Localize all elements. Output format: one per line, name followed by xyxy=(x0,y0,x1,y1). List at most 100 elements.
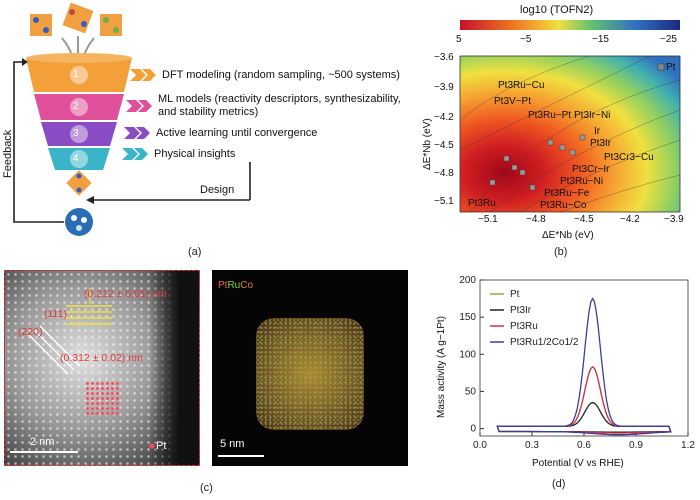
y-tick-label: 100 xyxy=(459,349,476,360)
point-label: Pt3Ir xyxy=(590,138,612,149)
point-label: Pt3Ru−Pt xyxy=(528,110,572,121)
series-line-2 xyxy=(496,366,672,434)
heatmap xyxy=(459,55,681,213)
legend-label: Pt3Ru xyxy=(510,321,538,332)
panel-d-label: (d) xyxy=(552,478,566,490)
x-axis-label: Potential (V vs RHE) xyxy=(532,458,624,469)
colorbar-tick: 5 xyxy=(456,34,462,45)
x-tick-label: 0.9 xyxy=(629,440,643,451)
step-number: 2 xyxy=(73,101,79,112)
catalyst-icon xyxy=(65,208,93,236)
step-number: 1 xyxy=(73,69,79,80)
point-label: Pt3Ru xyxy=(468,198,496,209)
panel-a-label: (a) xyxy=(188,246,202,258)
lattice-spacing-2: (0.312 ± 0.02) nm xyxy=(60,352,143,364)
legend-label: Pt3Ir xyxy=(510,305,532,316)
legend-label: Pt xyxy=(510,289,520,300)
atom-cluster-icon xyxy=(30,14,52,36)
colorbar-title: log10 (TOFN2) xyxy=(520,4,594,16)
funnel-band-4 xyxy=(48,148,110,170)
step-2-text: ML models (reactivity descriptors, synth… xyxy=(158,93,401,118)
point-label: Pt3Cr−Ir xyxy=(572,164,610,175)
y-tick-label: 0 xyxy=(470,424,476,435)
point-label: Ir xyxy=(594,126,601,137)
scale-bar-label: 2 nm xyxy=(30,436,55,448)
panel-a-graphic xyxy=(13,2,251,236)
y-tick: −3.9 xyxy=(434,82,454,93)
y-tick-label: 200 xyxy=(459,275,476,286)
cv-chart: 0.0 0.3 0.6 0.9 1.2 0 50 100 150 200 Pt Pt3Ir Pt3Ru P… xyxy=(459,275,695,451)
y-tick-label: 50 xyxy=(465,386,477,397)
atom-cluster-icon xyxy=(100,14,122,36)
feedback-label: Feedback xyxy=(2,129,14,178)
heatmap-svg xyxy=(459,20,681,213)
funnel-band-2 xyxy=(34,94,124,120)
step-4-text: Physical insights xyxy=(154,148,236,160)
x-tick-label: 0.6 xyxy=(577,440,591,451)
chevron-arrow-1 xyxy=(130,69,156,81)
y-tick: −4.8 xyxy=(434,168,454,179)
y-axis-label: Mass activity (A g−1Pt) xyxy=(436,316,447,418)
hrtem-image xyxy=(4,270,200,466)
point-label: Pt3Ir−Ni xyxy=(574,110,611,121)
colorbar-tick: −5 xyxy=(520,34,532,45)
point-label: Pt3Ru−Ni xyxy=(560,176,604,187)
feedback-arrow xyxy=(13,61,64,223)
y-tick: −4.2 xyxy=(434,112,454,123)
series-line-0 xyxy=(496,366,672,434)
eds-map xyxy=(212,270,408,466)
point-label: Pt3Ru−Co xyxy=(540,200,587,211)
point-label: Pt3Cr3−Cu xyxy=(604,152,654,163)
eds-co-label: Co xyxy=(240,280,254,291)
lattice-spacing-1: (0.212 ± 0.01) nm xyxy=(84,288,167,300)
panel-b: log10 (TOFN2) xyxy=(420,0,700,262)
scale-bar-label-2: 5 nm xyxy=(220,438,245,450)
colorbar-tick: −15 xyxy=(592,34,609,45)
chevron-arrow-3 xyxy=(124,127,150,139)
design-label: Design xyxy=(200,184,235,196)
lattice-plane-1: (111) xyxy=(44,308,67,320)
point-label: Pt3Ru−Cu xyxy=(498,80,545,91)
atom-cluster-icon xyxy=(62,2,94,34)
hrtem-annotations xyxy=(10,288,155,453)
point-label: Pt3Ru−Fe xyxy=(544,188,590,199)
lattice-plane-2: (220) xyxy=(18,326,43,338)
point-label: Pt xyxy=(666,62,676,73)
x-tick: −5.1 xyxy=(478,214,498,225)
colorbar-tick: −25 xyxy=(660,34,677,45)
y-tick-label: 150 xyxy=(459,312,476,323)
colorbar xyxy=(460,20,680,30)
y-tick: −4.5 xyxy=(434,140,454,151)
series-line-3 xyxy=(496,297,672,436)
x-tick: −4.2 xyxy=(620,214,640,225)
chevron-arrow-2 xyxy=(126,100,152,112)
chevron-arrow-4 xyxy=(122,148,148,160)
step-3-text: Active learning until convergence xyxy=(156,127,318,139)
panel-c-label: (c) xyxy=(200,482,213,494)
output-cluster-icon xyxy=(66,170,92,196)
x-axis-label: ΔE*Nb (eV) xyxy=(542,230,594,241)
panel-a: 1 2 3 4 DFT modeling (random sampling, ~… xyxy=(0,0,420,260)
x-tick: −3.9 xyxy=(664,214,684,225)
x-tick-label: 0.0 xyxy=(473,440,487,451)
pt-legend: Pt xyxy=(156,440,167,452)
legend-label: Pt3Ru1/2Co1/2 xyxy=(510,337,579,348)
step-1-text: DFT modeling (random sampling, ~500 syst… xyxy=(162,69,400,81)
step-number: 3 xyxy=(73,128,79,139)
x-tick: −4.5 xyxy=(574,214,594,225)
series-line-1 xyxy=(496,401,672,433)
panel-d: 0.0 0.3 0.6 0.9 1.2 0 50 100 150 200 Pt Pt3Ir Pt3Ru P… xyxy=(430,268,700,500)
point-label: Pt3V−Pt xyxy=(494,96,531,107)
funnel-band-1 xyxy=(26,58,132,92)
step-number: 4 xyxy=(73,153,79,164)
y-tick: −3.6 xyxy=(434,52,454,63)
y-axis-label: ΔE*Nb (eV) xyxy=(422,118,433,170)
funnel-band-3 xyxy=(41,122,117,146)
eds-pt-label: Pt xyxy=(218,280,228,291)
panel-b-label: (b) xyxy=(554,246,568,258)
y-tick: −5.1 xyxy=(434,196,454,207)
eds-ru-label: Ru xyxy=(227,280,241,291)
x-tick-label: 1.2 xyxy=(681,440,695,451)
x-tick-label: 0.3 xyxy=(525,440,539,451)
panel-c: (0.212 ± 0.01) nm (111) (220) (0.312 ± 0… xyxy=(0,270,430,500)
